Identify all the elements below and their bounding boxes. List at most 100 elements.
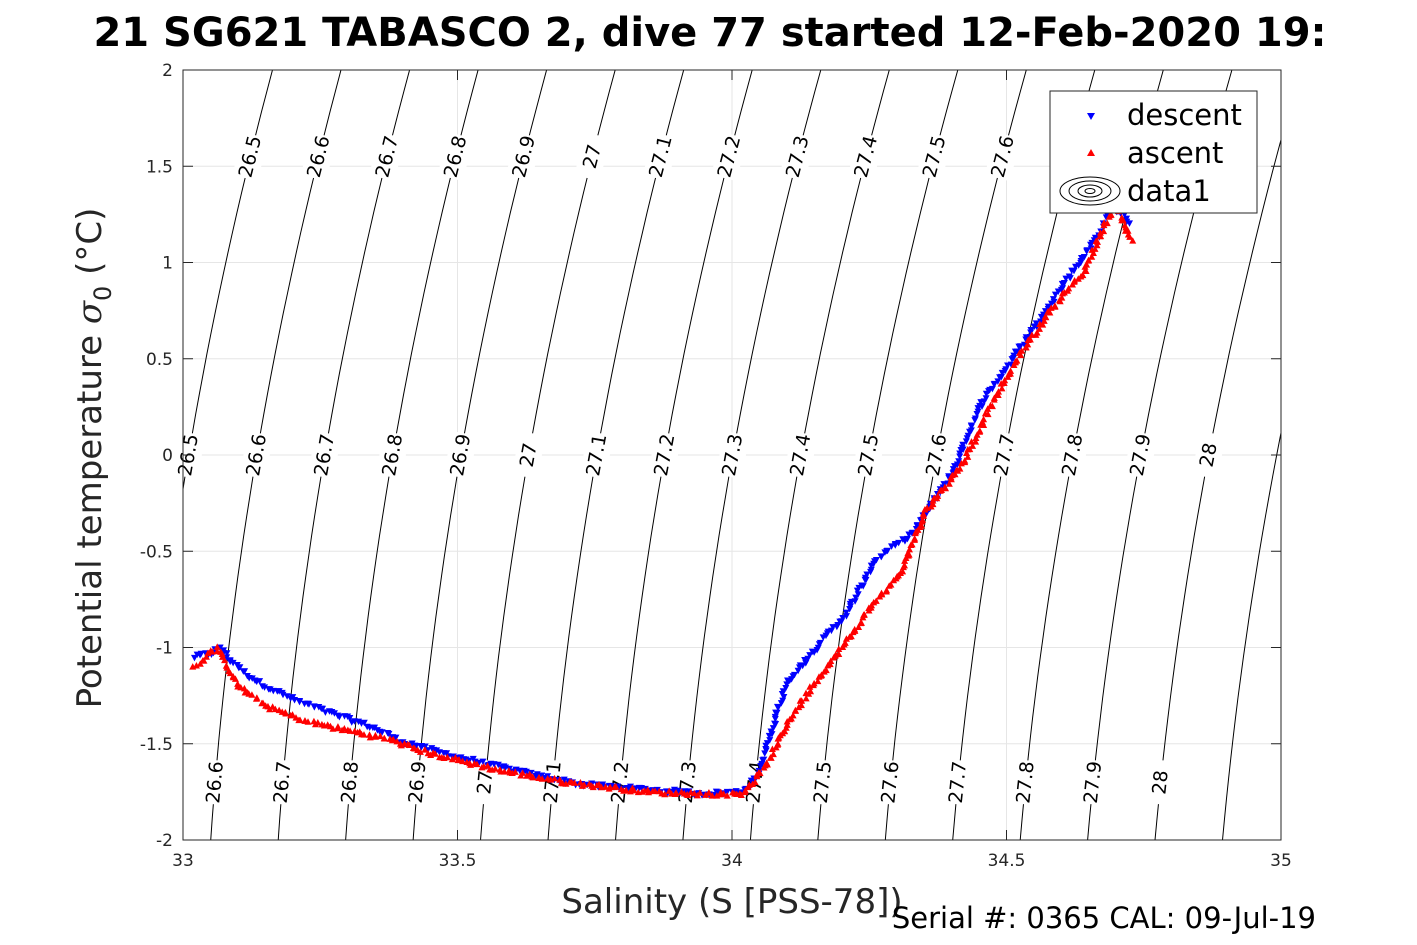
ascent-point: [908, 540, 916, 548]
ascent-point: [1040, 317, 1048, 324]
descent-point: [806, 652, 814, 659]
density-contour-labels: 26.5 26.6 26.7 26.8 26.9 27 27.1 27.2 27.3 27.4 27…: [172, 132, 1226, 806]
ascent-point: [371, 731, 379, 739]
ascent-point: [1071, 277, 1079, 284]
ascent-point: [202, 653, 210, 660]
ascent-point: [887, 581, 895, 588]
ascent-point: [1129, 237, 1137, 244]
serial-cal-footer: Serial #: 0365 CAL: 09-Jul-19: [892, 901, 1316, 935]
descent-point: [229, 659, 237, 667]
y-axis-label-unit: (°C): [70, 208, 110, 286]
descent-point: [940, 481, 948, 488]
ascent-point: [988, 402, 996, 410]
ascent-point: [1042, 313, 1050, 321]
y-tick-label: -0.5: [140, 542, 173, 562]
descent-point: [872, 557, 880, 564]
descent-point: [1049, 296, 1057, 303]
ascent-point: [798, 697, 806, 704]
descent-point: [1083, 247, 1091, 254]
contour-label-bg: [807, 759, 839, 806]
descent-point: [335, 714, 343, 721]
descent-point: [319, 705, 327, 713]
descent-point: [1044, 303, 1052, 311]
descent-point: [1051, 291, 1059, 299]
contour-label-bg: [402, 759, 433, 806]
contour-label-27.2: 27.2: [607, 760, 633, 804]
ascent-point: [389, 735, 397, 743]
legend: descent ascent data1: [1049, 90, 1258, 214]
ascent-point: [1100, 227, 1108, 235]
ascent-point: [314, 718, 322, 726]
descent-point: [241, 668, 249, 675]
chart-title: 21 SG621 TABASCO 2, dive 77 started 12-F…: [93, 10, 1326, 56]
ascent-point: [789, 711, 797, 719]
ascent-point: [602, 783, 610, 790]
legend-box: [1049, 90, 1258, 214]
descent-point: [385, 730, 393, 738]
ascent-point: [1026, 335, 1034, 343]
ascent-point: [630, 786, 638, 794]
ascent-point: [1035, 325, 1043, 332]
y-tick-label: -1.5: [140, 735, 173, 755]
ascent-point: [1091, 245, 1099, 252]
descent-point: [190, 654, 198, 662]
ascent-point: [580, 781, 588, 788]
ascent-point: [405, 741, 413, 748]
contour-label-27.9: 27.9: [1080, 760, 1106, 804]
ascent-point: [1046, 309, 1054, 316]
y-axis-label: Potential temperature σ0 (°C): [70, 208, 117, 709]
y-tick-label: 1: [162, 254, 173, 274]
legend-data1-label: data1: [1127, 174, 1211, 208]
descent-point: [782, 685, 790, 692]
ascent-point: [998, 384, 1006, 392]
descent-point: [330, 710, 338, 717]
contour-label-27: 27: [516, 441, 542, 469]
ascent-point: [984, 405, 992, 412]
ascent-point: [393, 737, 401, 745]
descent-point: [895, 539, 903, 547]
descent-point: [766, 737, 774, 744]
ascent-point: [1096, 229, 1104, 236]
ascent-point: [756, 769, 764, 777]
ascent-point: [1060, 289, 1068, 296]
ascent-point: [304, 718, 312, 725]
descent-point: [236, 664, 244, 671]
descent-point: [859, 583, 867, 590]
descent-point: [223, 650, 231, 657]
ascent-point: [491, 765, 499, 772]
descent-point: [867, 566, 875, 574]
contour-label-26.9: 26.9: [405, 760, 431, 804]
contour-label-bg: [875, 759, 906, 806]
x-axis-label: Salinity (S [PSS-78]): [561, 882, 902, 922]
descent-point: [321, 709, 329, 716]
ascent-point: [964, 453, 972, 460]
contour-label-bg: [300, 132, 337, 182]
y-tick-label: 0: [162, 446, 173, 466]
descent-point: [346, 714, 354, 722]
descent-point: [1013, 348, 1021, 356]
ascent-point: [857, 619, 865, 626]
ascent-point: [855, 623, 863, 631]
contour-label-bg: [200, 759, 230, 806]
ascent-point: [918, 522, 926, 529]
ascent-point: [551, 774, 559, 782]
ascent-point: [473, 760, 481, 768]
descent-point: [851, 598, 859, 605]
ascent-point: [282, 709, 290, 717]
descent-point: [877, 553, 885, 561]
descent-point: [959, 441, 967, 449]
descent-point: [799, 662, 807, 670]
descent-point: [479, 758, 487, 766]
contour-label-bg: [512, 431, 546, 479]
ascent-point: [519, 769, 527, 776]
contour-label-27.6: 27.6: [877, 760, 903, 804]
ascent-point: [1094, 238, 1102, 245]
ascent-point: [990, 394, 998, 401]
contour-label-bg: [579, 431, 614, 479]
descent-point: [197, 650, 205, 658]
ascent-point: [252, 695, 260, 702]
ascent-point: [1079, 271, 1087, 279]
legend-descent-marker: [1087, 113, 1095, 120]
descent-point: [1080, 254, 1088, 261]
descent-point: [256, 678, 264, 685]
